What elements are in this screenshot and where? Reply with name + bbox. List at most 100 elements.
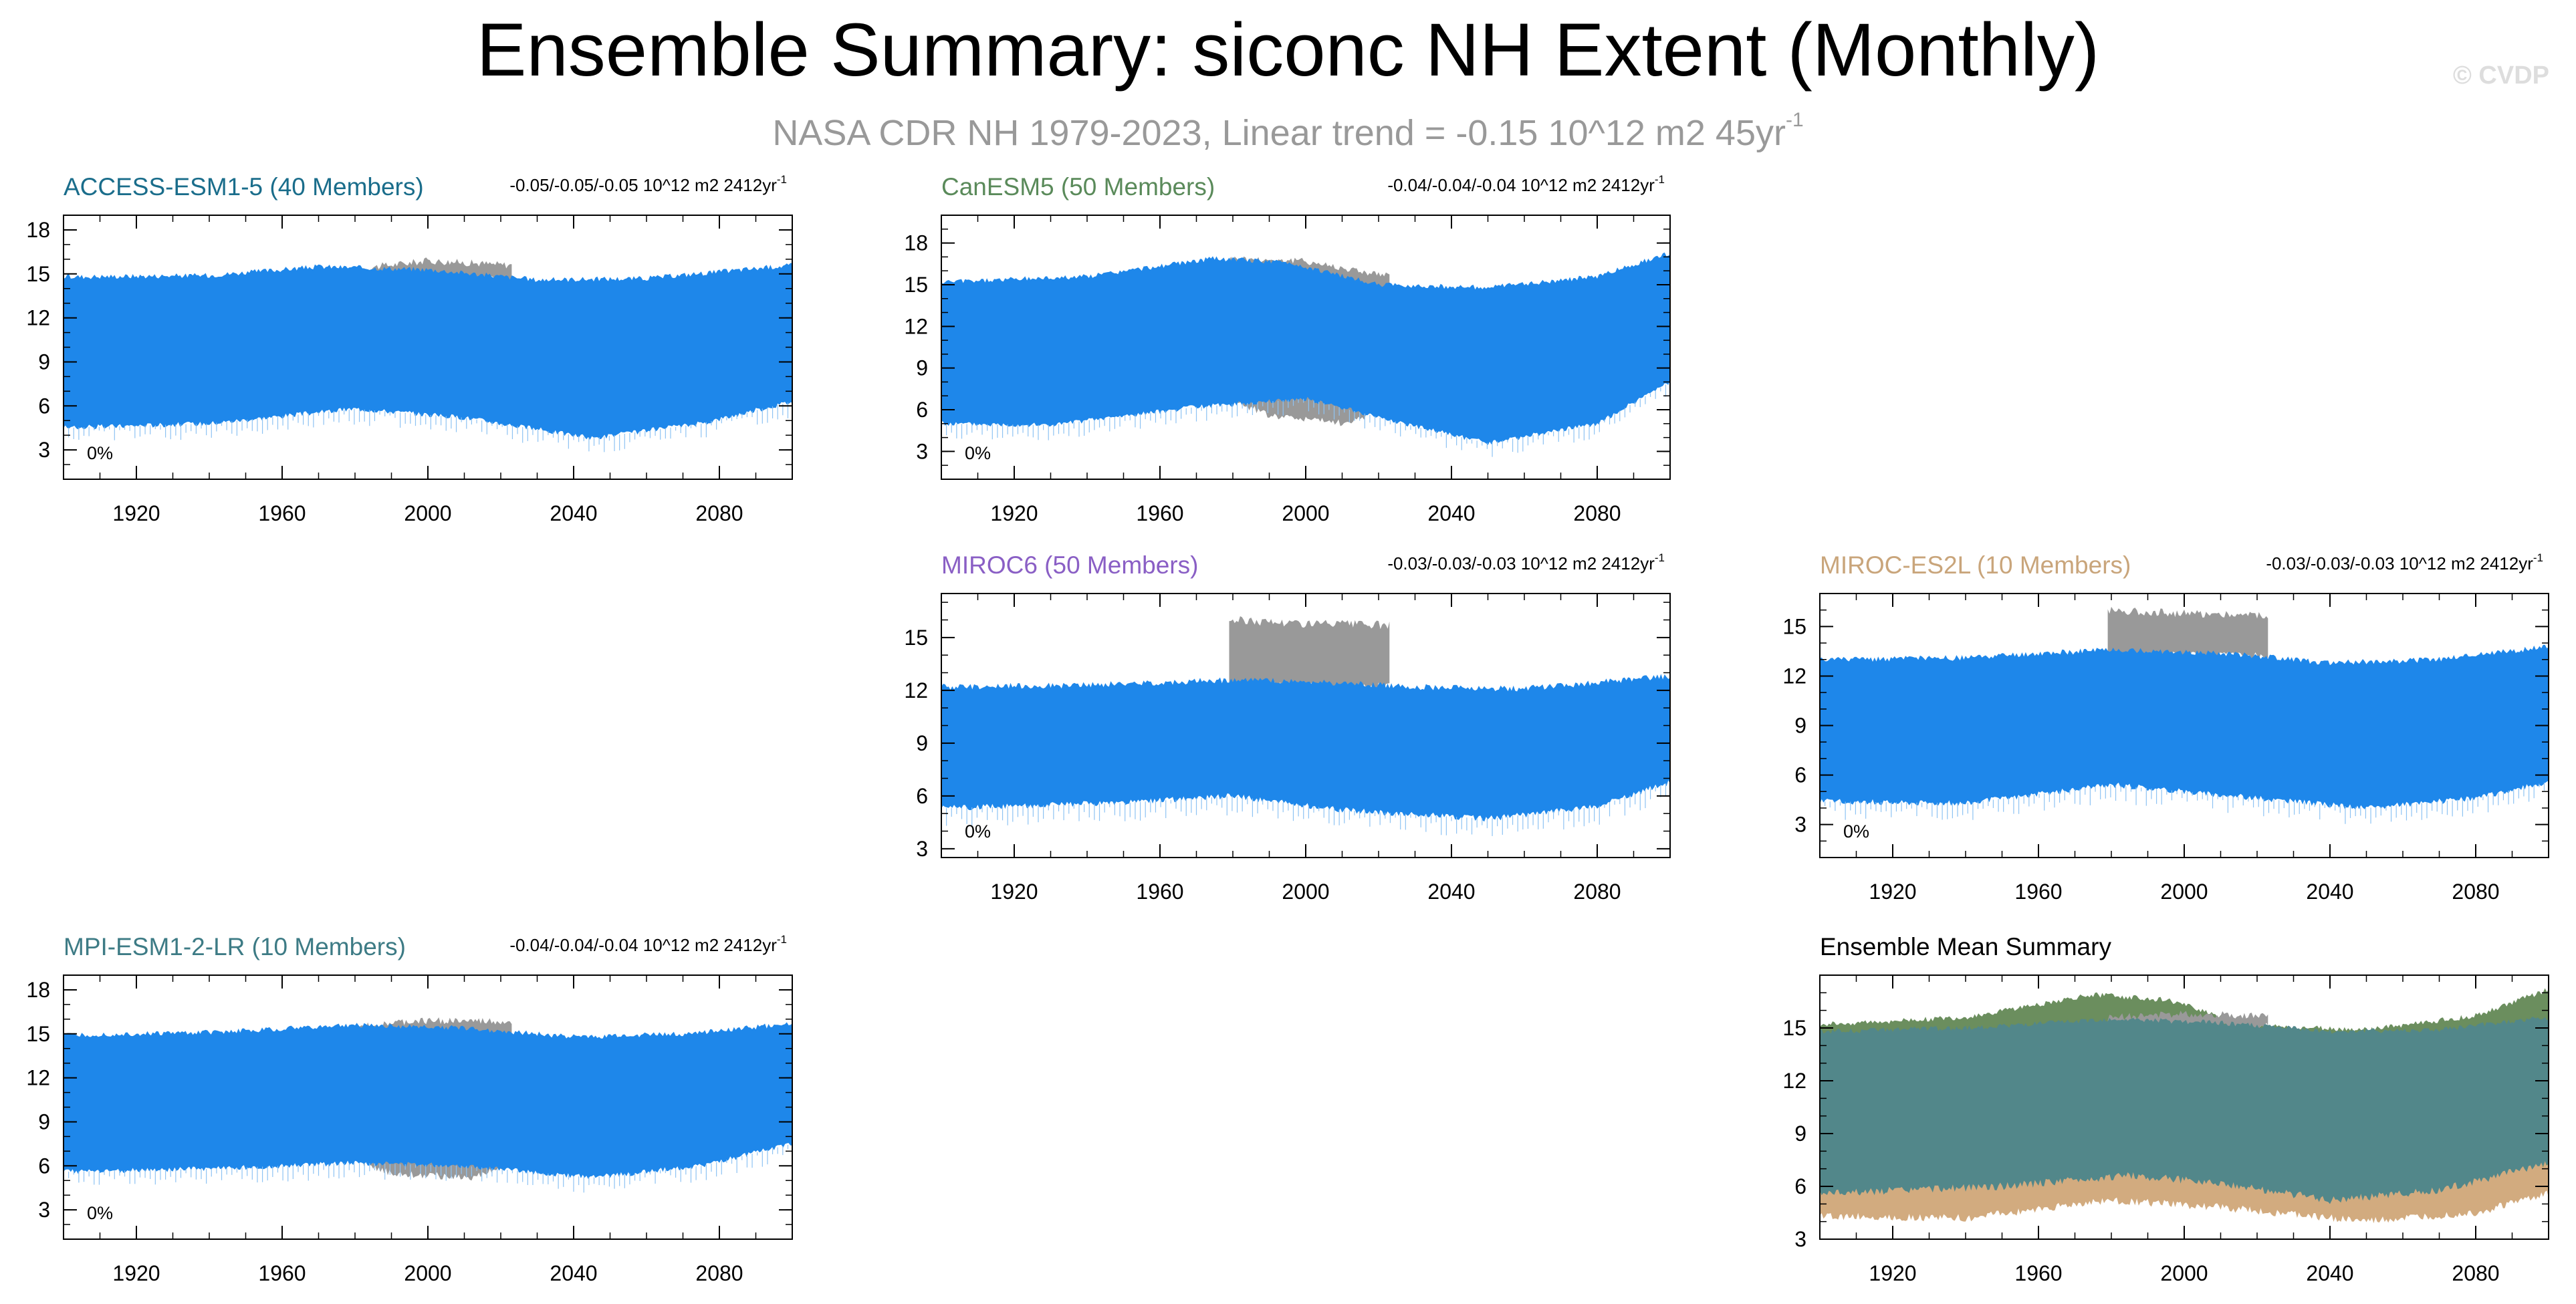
x-tick-label: 2080 bbox=[695, 501, 743, 525]
y-tick-label: 3 bbox=[1794, 1227, 1806, 1251]
y-tick-label: 9 bbox=[1794, 714, 1806, 738]
trend-exponent: -1 bbox=[1655, 551, 1665, 564]
model-range-band bbox=[1820, 644, 2549, 810]
trend-label: -0.04/-0.04/-0.04 10^12 m2 2412yr-1 bbox=[509, 933, 787, 955]
model-range-band bbox=[941, 252, 1670, 445]
panel-4: 1920 1960 2000 2040 2080 3 6 9 12 15 MIROC-ES2L (1… bbox=[1782, 551, 2549, 904]
subtitle-exponent: -1 bbox=[1785, 109, 1804, 131]
y-tick-label: 9 bbox=[916, 356, 928, 380]
obs-range-band bbox=[2107, 606, 2268, 660]
x-tick-label: 2040 bbox=[550, 501, 597, 525]
model-whiskers bbox=[941, 783, 1667, 836]
y-tick-label: 12 bbox=[26, 306, 50, 330]
y-tick-label: 3 bbox=[916, 439, 928, 463]
panel-6: 1920 1960 2000 2040 2080 3 6 9 12 15 Ensemble Mean… bbox=[1782, 933, 2549, 1285]
obs-range-band bbox=[1229, 616, 1390, 691]
panel-1: 1920 1960 2000 2040 2080 3 6 9 12 15 18 ACCESS-ESM1… bbox=[26, 173, 793, 525]
y-tick-label: 15 bbox=[26, 1022, 50, 1046]
y-tick-label: 6 bbox=[1794, 763, 1806, 787]
trend-exponent: -1 bbox=[777, 173, 787, 186]
x-tick-label: 2080 bbox=[695, 1261, 743, 1285]
x-tick-label: 2040 bbox=[1427, 880, 1475, 904]
y-tick-label: 3 bbox=[1794, 813, 1806, 837]
y-tick-label: 12 bbox=[1782, 664, 1806, 688]
y-tick-label: 3 bbox=[916, 837, 928, 861]
x-tick-label: 2040 bbox=[2306, 880, 2353, 904]
subtitle-text: NASA CDR NH 1979-2023, Linear trend = -0… bbox=[772, 113, 1786, 153]
percent-label: 0% bbox=[965, 443, 991, 463]
panel-3: 1920 1960 2000 2040 2080 3 6 9 12 15 MIROC6 (50 Me… bbox=[904, 551, 1671, 904]
x-tick-label: 1960 bbox=[1136, 880, 1183, 904]
panel-5: 1920 1960 2000 2040 2080 3 6 9 12 15 18 MPI-ESM1-2-… bbox=[26, 933, 793, 1285]
x-tick-label: 1960 bbox=[258, 501, 306, 525]
x-tick-label: 1960 bbox=[258, 1261, 306, 1285]
x-tick-label: 2040 bbox=[1427, 501, 1475, 525]
model-range-band bbox=[941, 674, 1670, 822]
model-range-band bbox=[64, 1022, 792, 1179]
y-tick-label: 6 bbox=[1794, 1174, 1806, 1198]
figure-title: Ensemble Summary: siconc NH Extent (Mont… bbox=[476, 8, 2100, 92]
x-tick-label: 1920 bbox=[1869, 880, 1916, 904]
panel-title: MIROC-ES2L (10 Members) bbox=[1820, 551, 2131, 579]
x-tick-label: 2080 bbox=[1573, 880, 1621, 904]
y-tick-label: 12 bbox=[26, 1066, 50, 1090]
y-tick-label: 15 bbox=[904, 273, 928, 297]
panel-title: ACCESS-ESM1-5 (40 Members) bbox=[64, 173, 424, 201]
percent-label: 0% bbox=[87, 443, 113, 463]
trend-value: -0.03/-0.03/-0.03 10^12 m2 2412yr bbox=[2266, 553, 2533, 573]
trend-label: -0.03/-0.03/-0.03 10^12 m2 2412yr-1 bbox=[1387, 551, 1665, 573]
y-tick-label: 3 bbox=[38, 1198, 50, 1222]
y-tick-label: 6 bbox=[38, 394, 50, 418]
y-tick-label: 15 bbox=[1782, 1016, 1806, 1040]
y-tick-label: 6 bbox=[916, 398, 928, 422]
x-tick-label: 1920 bbox=[990, 880, 1038, 904]
trend-label: -0.03/-0.03/-0.03 10^12 m2 2412yr-1 bbox=[2266, 551, 2543, 573]
cvdp-watermark: © CVDP bbox=[2452, 61, 2549, 90]
trend-value: -0.03/-0.03/-0.03 10^12 m2 2412yr bbox=[1387, 553, 1655, 573]
trend-value: -0.04/-0.04/-0.04 10^12 m2 2412yr bbox=[1387, 175, 1655, 195]
y-tick-label: 9 bbox=[38, 350, 50, 374]
x-tick-label: 2040 bbox=[2306, 1261, 2353, 1285]
panel-2: 1920 1960 2000 2040 2080 3 6 9 12 15 18 CanESM5 (50… bbox=[904, 173, 1671, 525]
model-range-band bbox=[64, 263, 792, 440]
x-tick-label: 2000 bbox=[2160, 880, 2208, 904]
y-tick-label: 9 bbox=[38, 1110, 50, 1134]
percent-label: 0% bbox=[87, 1203, 113, 1223]
y-tick-label: 12 bbox=[904, 314, 928, 338]
x-tick-label: 2080 bbox=[2452, 880, 2499, 904]
trend-value: -0.04/-0.04/-0.04 10^12 m2 2412yr bbox=[509, 935, 777, 955]
x-tick-label: 1920 bbox=[990, 501, 1038, 525]
y-tick-label: 3 bbox=[38, 438, 50, 462]
x-tick-label: 2000 bbox=[1282, 501, 1329, 525]
trend-exponent: -1 bbox=[777, 933, 787, 946]
model-whiskers bbox=[63, 1144, 789, 1193]
x-tick-label: 1960 bbox=[1136, 501, 1183, 525]
y-tick-label: 18 bbox=[26, 218, 50, 242]
y-tick-label: 15 bbox=[26, 262, 50, 286]
model-whiskers bbox=[63, 402, 789, 452]
trend-value: -0.05/-0.05/-0.05 10^12 m2 2412yr bbox=[509, 175, 777, 195]
x-tick-label: 1920 bbox=[1869, 1261, 1916, 1285]
model-whiskers bbox=[1819, 782, 2545, 824]
percent-label: 0% bbox=[965, 821, 991, 841]
y-tick-label: 12 bbox=[1782, 1069, 1806, 1093]
panel-title: Ensemble Mean Summary bbox=[1820, 933, 2111, 960]
x-tick-label: 1920 bbox=[112, 1261, 160, 1285]
model-whiskers bbox=[941, 384, 1667, 457]
x-tick-label: 1920 bbox=[112, 501, 160, 525]
figure-subtitle: NASA CDR NH 1979-2023, Linear trend = -0… bbox=[0, 97, 2576, 156]
x-tick-label: 1960 bbox=[2014, 880, 2062, 904]
y-tick-label: 9 bbox=[1794, 1122, 1806, 1146]
percent-label: 0% bbox=[1843, 821, 1869, 841]
x-tick-label: 2080 bbox=[2452, 1261, 2499, 1285]
y-tick-label: 6 bbox=[916, 784, 928, 808]
y-tick-label: 9 bbox=[916, 731, 928, 755]
y-tick-label: 15 bbox=[1782, 614, 1806, 638]
y-tick-label: 6 bbox=[38, 1154, 50, 1178]
x-tick-label: 2040 bbox=[550, 1261, 597, 1285]
y-tick-label: 18 bbox=[904, 231, 928, 255]
y-tick-label: 12 bbox=[904, 678, 928, 702]
y-tick-label: 18 bbox=[26, 978, 50, 1002]
x-tick-label: 1960 bbox=[2014, 1261, 2062, 1285]
